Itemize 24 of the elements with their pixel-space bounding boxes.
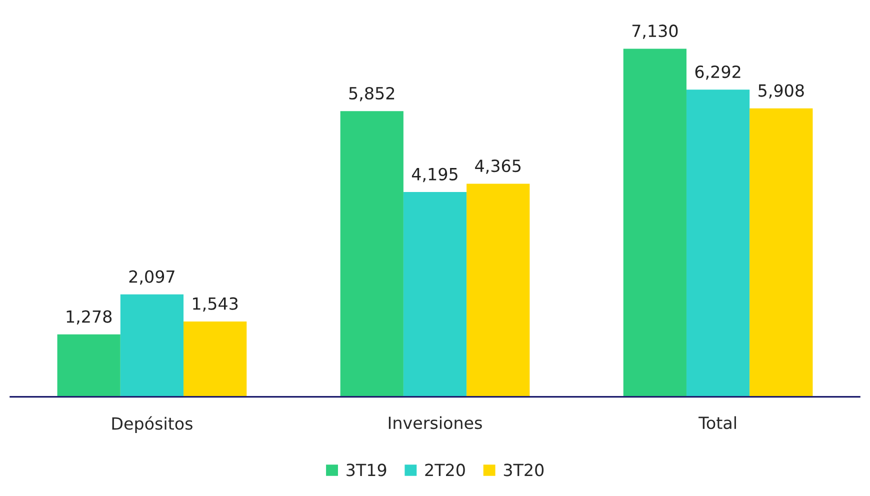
bar [623, 48, 686, 397]
bar [750, 108, 813, 397]
data-label: 5,908 [758, 84, 804, 99]
bar [466, 184, 530, 397]
legend-label: 3T20 [504, 464, 544, 476]
legend-label: 3T19 [346, 464, 386, 476]
bar [120, 294, 184, 397]
bar [686, 90, 750, 397]
data-label: 4,365 [475, 160, 521, 174]
data-label: 5,852 [349, 86, 394, 102]
bar [403, 192, 467, 397]
bar [184, 321, 247, 397]
bar [57, 334, 120, 397]
data-label: 4,195 [412, 168, 458, 182]
x-tick-label: Total [698, 416, 736, 430]
data-label: 6,292 [695, 65, 740, 80]
data-label: 1,543 [193, 297, 238, 312]
data-label: 1,278 [66, 310, 112, 325]
bar [340, 111, 404, 397]
legend-label: 2T20 [425, 464, 465, 476]
x-tick-label: Depósitos [112, 416, 192, 434]
data-label: 2,097 [129, 270, 174, 285]
data-label: 7,130 [632, 24, 678, 39]
x-tick-label: Inversiones [388, 416, 482, 430]
